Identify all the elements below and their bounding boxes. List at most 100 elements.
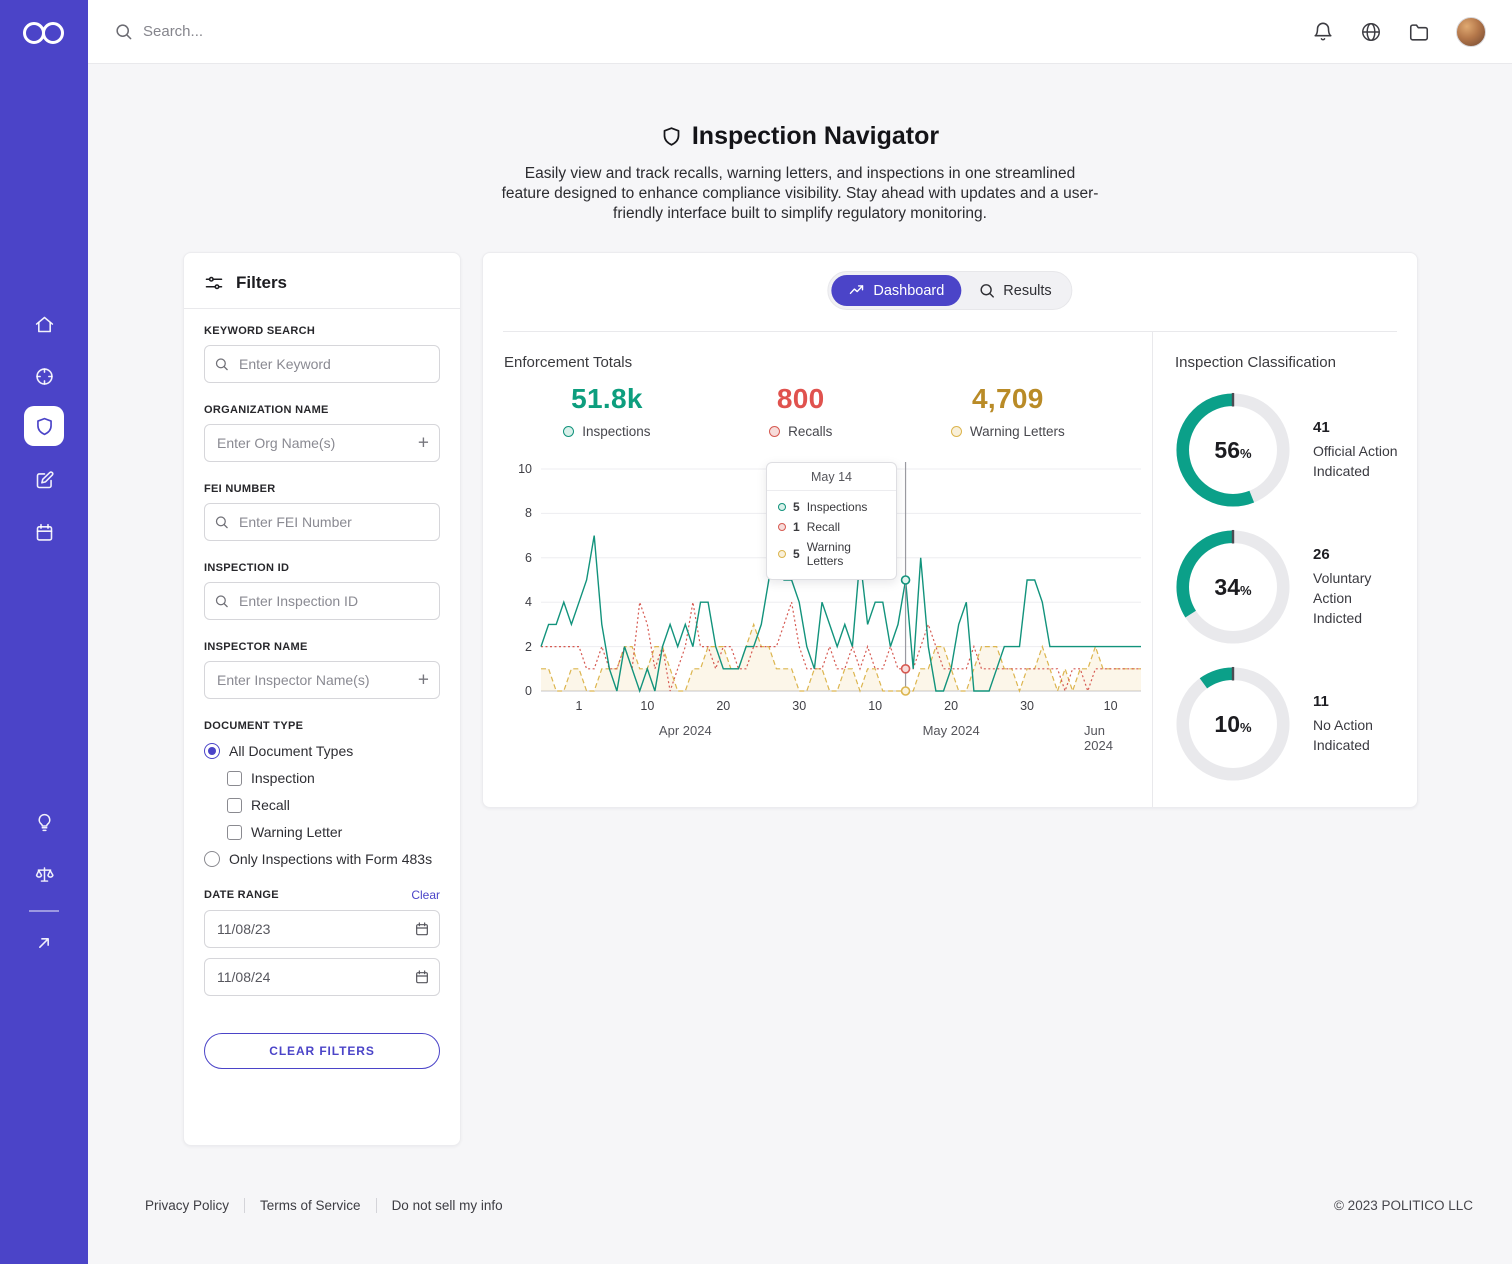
tooltip-row-warning-letters: 5 Warning Letters [767,537,896,571]
footer-links: Privacy Policy Terms of Service Do not s… [145,1198,503,1213]
copyright: © 2023 POLITICO LLC [1333,1198,1473,1213]
classification-section: Inspection Classification 56% 41 Officia… [1152,332,1417,807]
footer-link-privacy[interactable]: Privacy Policy [145,1198,230,1213]
files-button[interactable] [1408,21,1430,43]
user-avatar[interactable] [1456,16,1486,47]
radio-icon [204,851,220,867]
stats-row: 51.8k Inspections 800 Recalls 4,709 Warn… [504,383,1124,439]
home-icon [35,316,53,332]
target-icon [35,367,53,385]
inspections-dot [778,503,786,511]
enforcement-title: Enforcement Totals [504,354,633,371]
donut-percent: 34% [1214,573,1252,600]
classification-title: Inspection Classification [1175,354,1336,371]
global-search [114,22,1312,41]
radio-only-483s[interactable]: Only Inspections with Form 483s [204,851,440,867]
donut-ring [1176,529,1290,644]
checkbox-icon [227,770,242,786]
organization-label: ORGANIZATION NAME [204,404,329,416]
option-label: Recall [251,797,290,813]
sidebar-item-external[interactable] [22,921,66,965]
classification-count: 11 [1313,692,1329,710]
line-chart [540,462,1141,696]
search-input[interactable] [143,23,443,40]
option-label: Only Inspections with Form 483s [229,851,433,867]
sidebar-item-legal[interactable] [22,852,66,896]
add-inspector-button[interactable]: + [417,669,429,691]
recall-dot [778,523,786,531]
sidebar-item-ideas[interactable] [22,800,66,844]
tooltip-value: 5 [793,500,800,514]
stat-label: Warning Letters [969,424,1065,439]
tooltip-value: 1 [793,520,800,534]
tab-label: Dashboard [873,282,945,299]
calendar-icon[interactable] [414,921,430,937]
warning-letters-legend-dot [950,426,962,437]
sidebar-item-calendar[interactable] [22,510,66,554]
page-title-row: Inspection Navigator [661,122,939,151]
donut-official-action: 56% [1175,392,1291,508]
add-organization-button[interactable]: + [417,432,429,454]
sidebar-item-discover[interactable] [22,354,66,398]
sidebar-item-home[interactable] [22,302,66,346]
sidebar [0,0,88,1264]
sidebar-item-inspections[interactable] [24,406,64,446]
tooltip-row-inspections: 5 Inspections [767,497,896,517]
bell-icon [1314,22,1332,40]
filters-title: Filters [236,273,288,292]
language-button[interactable] [1360,21,1382,43]
classification-count: 41 [1313,418,1330,436]
tooltip-label: Inspections [806,500,868,514]
donut-no-action: 10% [1175,666,1291,782]
tab-results[interactable]: Results [961,275,1068,306]
clear-filters-button[interactable]: CLEAR FILTERS [204,1033,440,1069]
checkbox-warning-letter[interactable]: Warning Letter [227,824,440,840]
option-label: All Document Types [229,743,354,759]
date-range-clear-link[interactable]: Clear [411,888,440,902]
option-label: Warning Letter [251,824,343,840]
chart-icon [849,285,864,295]
shield-title-icon [663,127,680,146]
checkbox-icon [227,797,242,813]
inspection-id-input[interactable] [204,582,440,620]
notifications-button[interactable] [1312,21,1334,43]
footer-link-do-not-sell[interactable]: Do not sell my info [391,1198,503,1213]
sidebar-item-edit[interactable] [22,458,66,502]
inspector-label: INSPECTOR NAME [204,641,308,653]
classification-count: 26 [1313,545,1330,563]
calendar-icon [36,523,52,541]
calendar-icon[interactable] [414,969,430,985]
filters-panel: Filters KEYWORD SEARCH ORGANIZATION NAME… [183,252,461,1146]
edit-icon [36,470,53,488]
tooltip-date: May 14 [767,463,896,491]
donut-ring [1176,666,1290,781]
search-icon [980,284,994,298]
sliders-icon [205,276,223,290]
footer-link-terms[interactable]: Terms of Service [260,1198,361,1213]
stat-warning-letters: 4,709 Warning Letters [950,383,1065,439]
inspection-id-label: INSPECTION ID [204,562,290,574]
search-icon [214,594,229,609]
checkbox-inspection[interactable]: Inspection [227,770,440,786]
organization-input[interactable] [204,424,440,462]
tab-label: Results [1003,282,1052,299]
tab-dashboard[interactable]: Dashboard [831,275,962,306]
radio-all-document-types[interactable]: All Document Types [204,743,440,759]
date-from-input[interactable] [204,910,440,948]
enforcement-chart[interactable]: 0 2 4 6 8 10 1 10 20 30 10 20 30 10 Apr 2024 May 2024 J… [518,462,1141,753]
tooltip-row-recall: 1 Recall [767,517,896,537]
topbar [88,0,1512,64]
inspector-name-input[interactable] [204,661,440,699]
arrow-up-right-icon [39,938,49,948]
divider [503,331,1397,332]
app-logo-icon[interactable] [21,18,67,48]
classification-no-action: 10% 11 No Action Indicated [1175,666,1399,782]
date-to-input[interactable] [204,958,440,996]
lightbulb-icon [38,813,50,831]
divider [244,1198,246,1213]
checkbox-recall[interactable]: Recall [227,797,440,813]
stat-inspections: 51.8k Inspections [563,383,651,439]
keyword-input[interactable] [204,345,440,383]
recalls-legend-dot [769,426,781,437]
fei-number-input[interactable] [204,503,440,541]
